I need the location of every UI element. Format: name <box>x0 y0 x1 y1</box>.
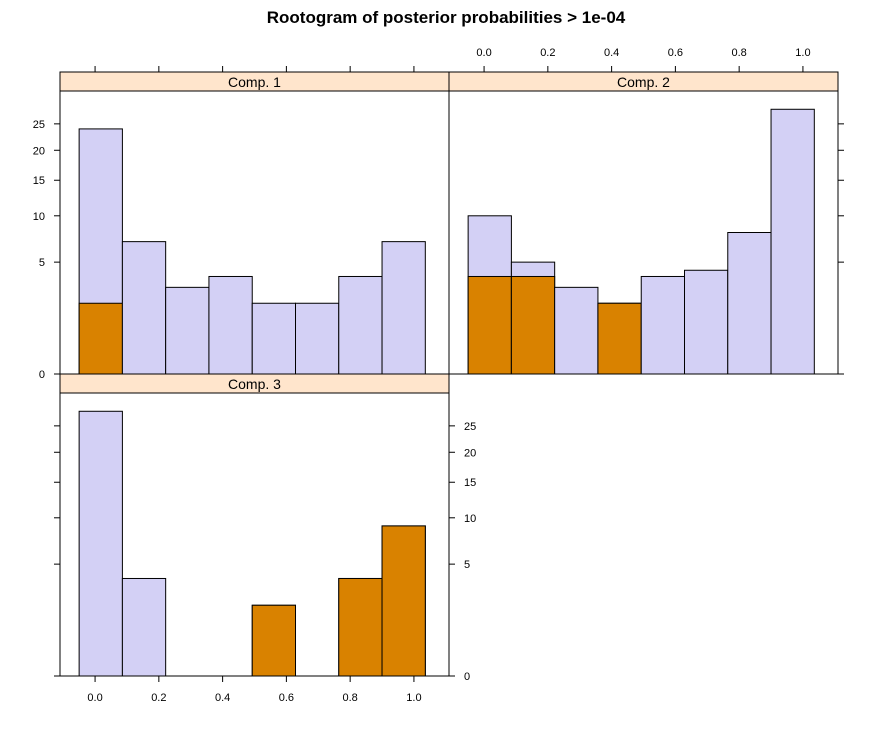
bar-total <box>121 241 167 375</box>
bar-total <box>208 275 253 375</box>
chart-title: Rootogram of posterior probabilities > 1… <box>267 8 626 27</box>
bar-total <box>727 232 772 375</box>
x-tick-label: 0.0 <box>476 47 491 59</box>
x-tick-label: 1.0 <box>795 47 810 59</box>
bar-cluster <box>251 604 297 677</box>
x-tick-label: 0.0 <box>87 692 102 704</box>
y-tick-label: 20 <box>464 447 476 459</box>
y-tick-label: 10 <box>33 211 45 223</box>
bar-cluster <box>381 525 426 677</box>
panels: Comp. 1 0 5 10 15 20 25 Comp. 2 0.0 0.2 0.4 0.6 0.8 1… <box>33 47 844 704</box>
bar-cluster <box>467 275 512 375</box>
x-tick-label: 0.6 <box>668 47 683 59</box>
x-tick-label: 0.6 <box>279 692 294 704</box>
bar-total <box>770 108 815 375</box>
bar-total <box>121 577 167 677</box>
bar-total <box>338 275 383 375</box>
y-tick-label: 15 <box>464 477 476 489</box>
y-tick-label: 25 <box>33 119 45 131</box>
x-tick-label: 0.8 <box>343 692 358 704</box>
x-tick-label: 1.0 <box>406 692 421 704</box>
y-tick-label: 5 <box>39 257 45 269</box>
y-tick-label: 10 <box>464 513 476 525</box>
y-tick-label: 25 <box>464 421 476 433</box>
bar-total <box>165 286 210 375</box>
panel-strip-label: Comp. 2 <box>617 74 670 90</box>
bar-cluster <box>597 302 642 375</box>
bar-total <box>295 302 340 375</box>
bar-total <box>640 275 686 375</box>
x-tick-label: 0.8 <box>732 47 747 59</box>
y-tick-label: 0 <box>39 369 45 381</box>
bar-cluster <box>510 275 556 375</box>
x-tick-label: 0.4 <box>604 47 619 59</box>
bar-total <box>554 286 599 375</box>
bar-cluster <box>78 302 123 375</box>
panel-strip-label: Comp. 1 <box>228 74 281 90</box>
panel-2: Comp. 2 0.0 0.2 0.4 0.6 0.8 1.0 <box>448 47 844 375</box>
x-tick-label: 0.4 <box>215 692 230 704</box>
bar-total <box>381 241 426 375</box>
y-tick-label: 0 <box>464 671 470 683</box>
bar-total <box>251 302 297 375</box>
bar-total <box>78 410 123 677</box>
y-tick-label: 5 <box>464 559 470 571</box>
panel-strip-label: Comp. 3 <box>228 376 281 392</box>
x-tick-label: 0.2 <box>151 692 166 704</box>
bar-total <box>684 269 729 375</box>
x-tick-label: 0.2 <box>540 47 555 59</box>
panel-3: Comp. 3 0.0 0.2 0.4 0.6 0.8 1.0 0 5 10 15 20 25 <box>54 373 476 704</box>
y-tick-label: 20 <box>33 145 45 157</box>
panel-1: Comp. 1 0 5 10 15 20 25 <box>33 66 450 381</box>
bar-cluster <box>338 577 383 677</box>
y-tick-label: 15 <box>33 175 45 187</box>
